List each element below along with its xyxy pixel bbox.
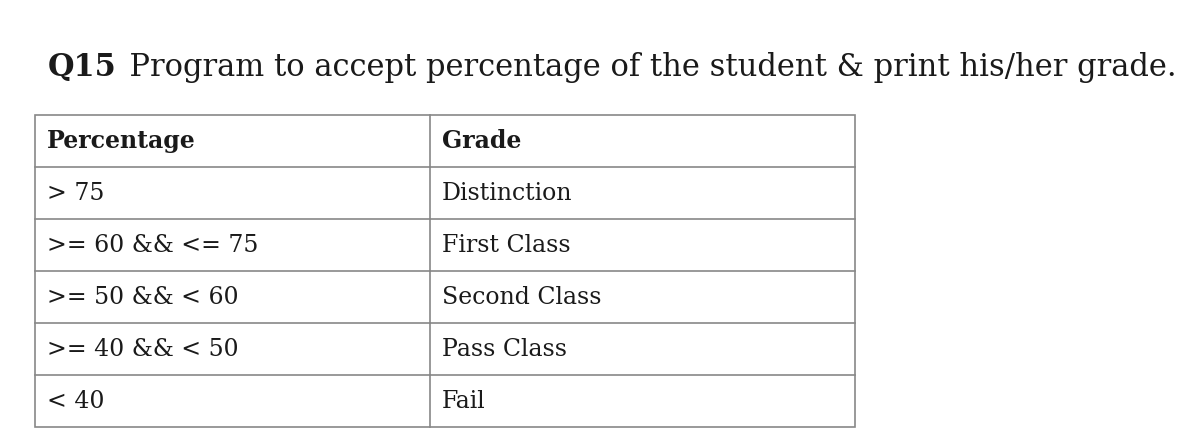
Text: >= 50 && < 60: >= 50 && < 60 (47, 285, 239, 309)
Text: Second Class: Second Class (441, 285, 601, 309)
Text: Pass Class: Pass Class (441, 338, 567, 360)
Text: Q15: Q15 (48, 52, 117, 83)
Text: Grade: Grade (441, 129, 521, 153)
Bar (35, 115, 855, 427)
Text: First Class: First Class (441, 234, 570, 256)
Text: < 40: < 40 (47, 389, 105, 413)
Text: Percentage: Percentage (47, 129, 196, 153)
Text: Distinction: Distinction (441, 182, 573, 205)
Text: Fail: Fail (441, 389, 486, 413)
Text: >= 40 && < 50: >= 40 && < 50 (47, 338, 239, 360)
Text: > 75: > 75 (47, 182, 104, 205)
Text: Program to accept percentage of the student & print his/her grade.: Program to accept percentage of the stud… (110, 52, 1176, 83)
Text: >= 60 && <= 75: >= 60 && <= 75 (47, 234, 259, 256)
